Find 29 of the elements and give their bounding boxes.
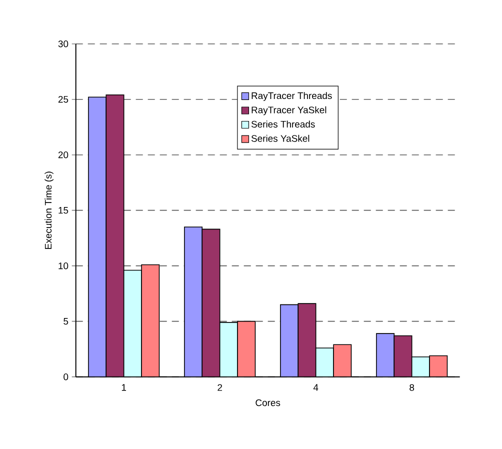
legend-label: Series Threads (251, 120, 315, 128)
y-tick-label: 15 (58, 207, 68, 214)
x-axis-title: Cores (256, 399, 280, 406)
bar (411, 356, 430, 377)
y-tick-label: 0 (64, 373, 68, 380)
bar (88, 96, 107, 377)
x-tick-label: 4 (313, 384, 318, 391)
y-tick-label: 10 (58, 262, 68, 270)
x-tick-label: 2 (218, 384, 222, 391)
bar (219, 322, 238, 377)
bar (394, 335, 412, 377)
x-tick-label: 1 (122, 384, 126, 391)
bar (123, 270, 142, 377)
bar (202, 228, 220, 377)
legend-label: Series YaSkel (251, 134, 310, 142)
bar (376, 333, 395, 377)
legend-label: RayTracer Threads (252, 92, 332, 101)
bar (280, 304, 299, 377)
y-axis-title: Execution Time (s) (44, 172, 54, 249)
legend-label: RayTracer YaSkel (252, 106, 326, 116)
y-tick-label: 30 (58, 40, 68, 48)
x-tick-label: 8 (410, 384, 414, 391)
bar (184, 226, 203, 377)
y-tick-label: 5 (64, 318, 68, 325)
bar (298, 303, 316, 377)
y-tick-label: 20 (58, 151, 68, 158)
y-tick-label: 25 (58, 96, 68, 103)
bar (315, 348, 334, 377)
bar (106, 94, 124, 377)
